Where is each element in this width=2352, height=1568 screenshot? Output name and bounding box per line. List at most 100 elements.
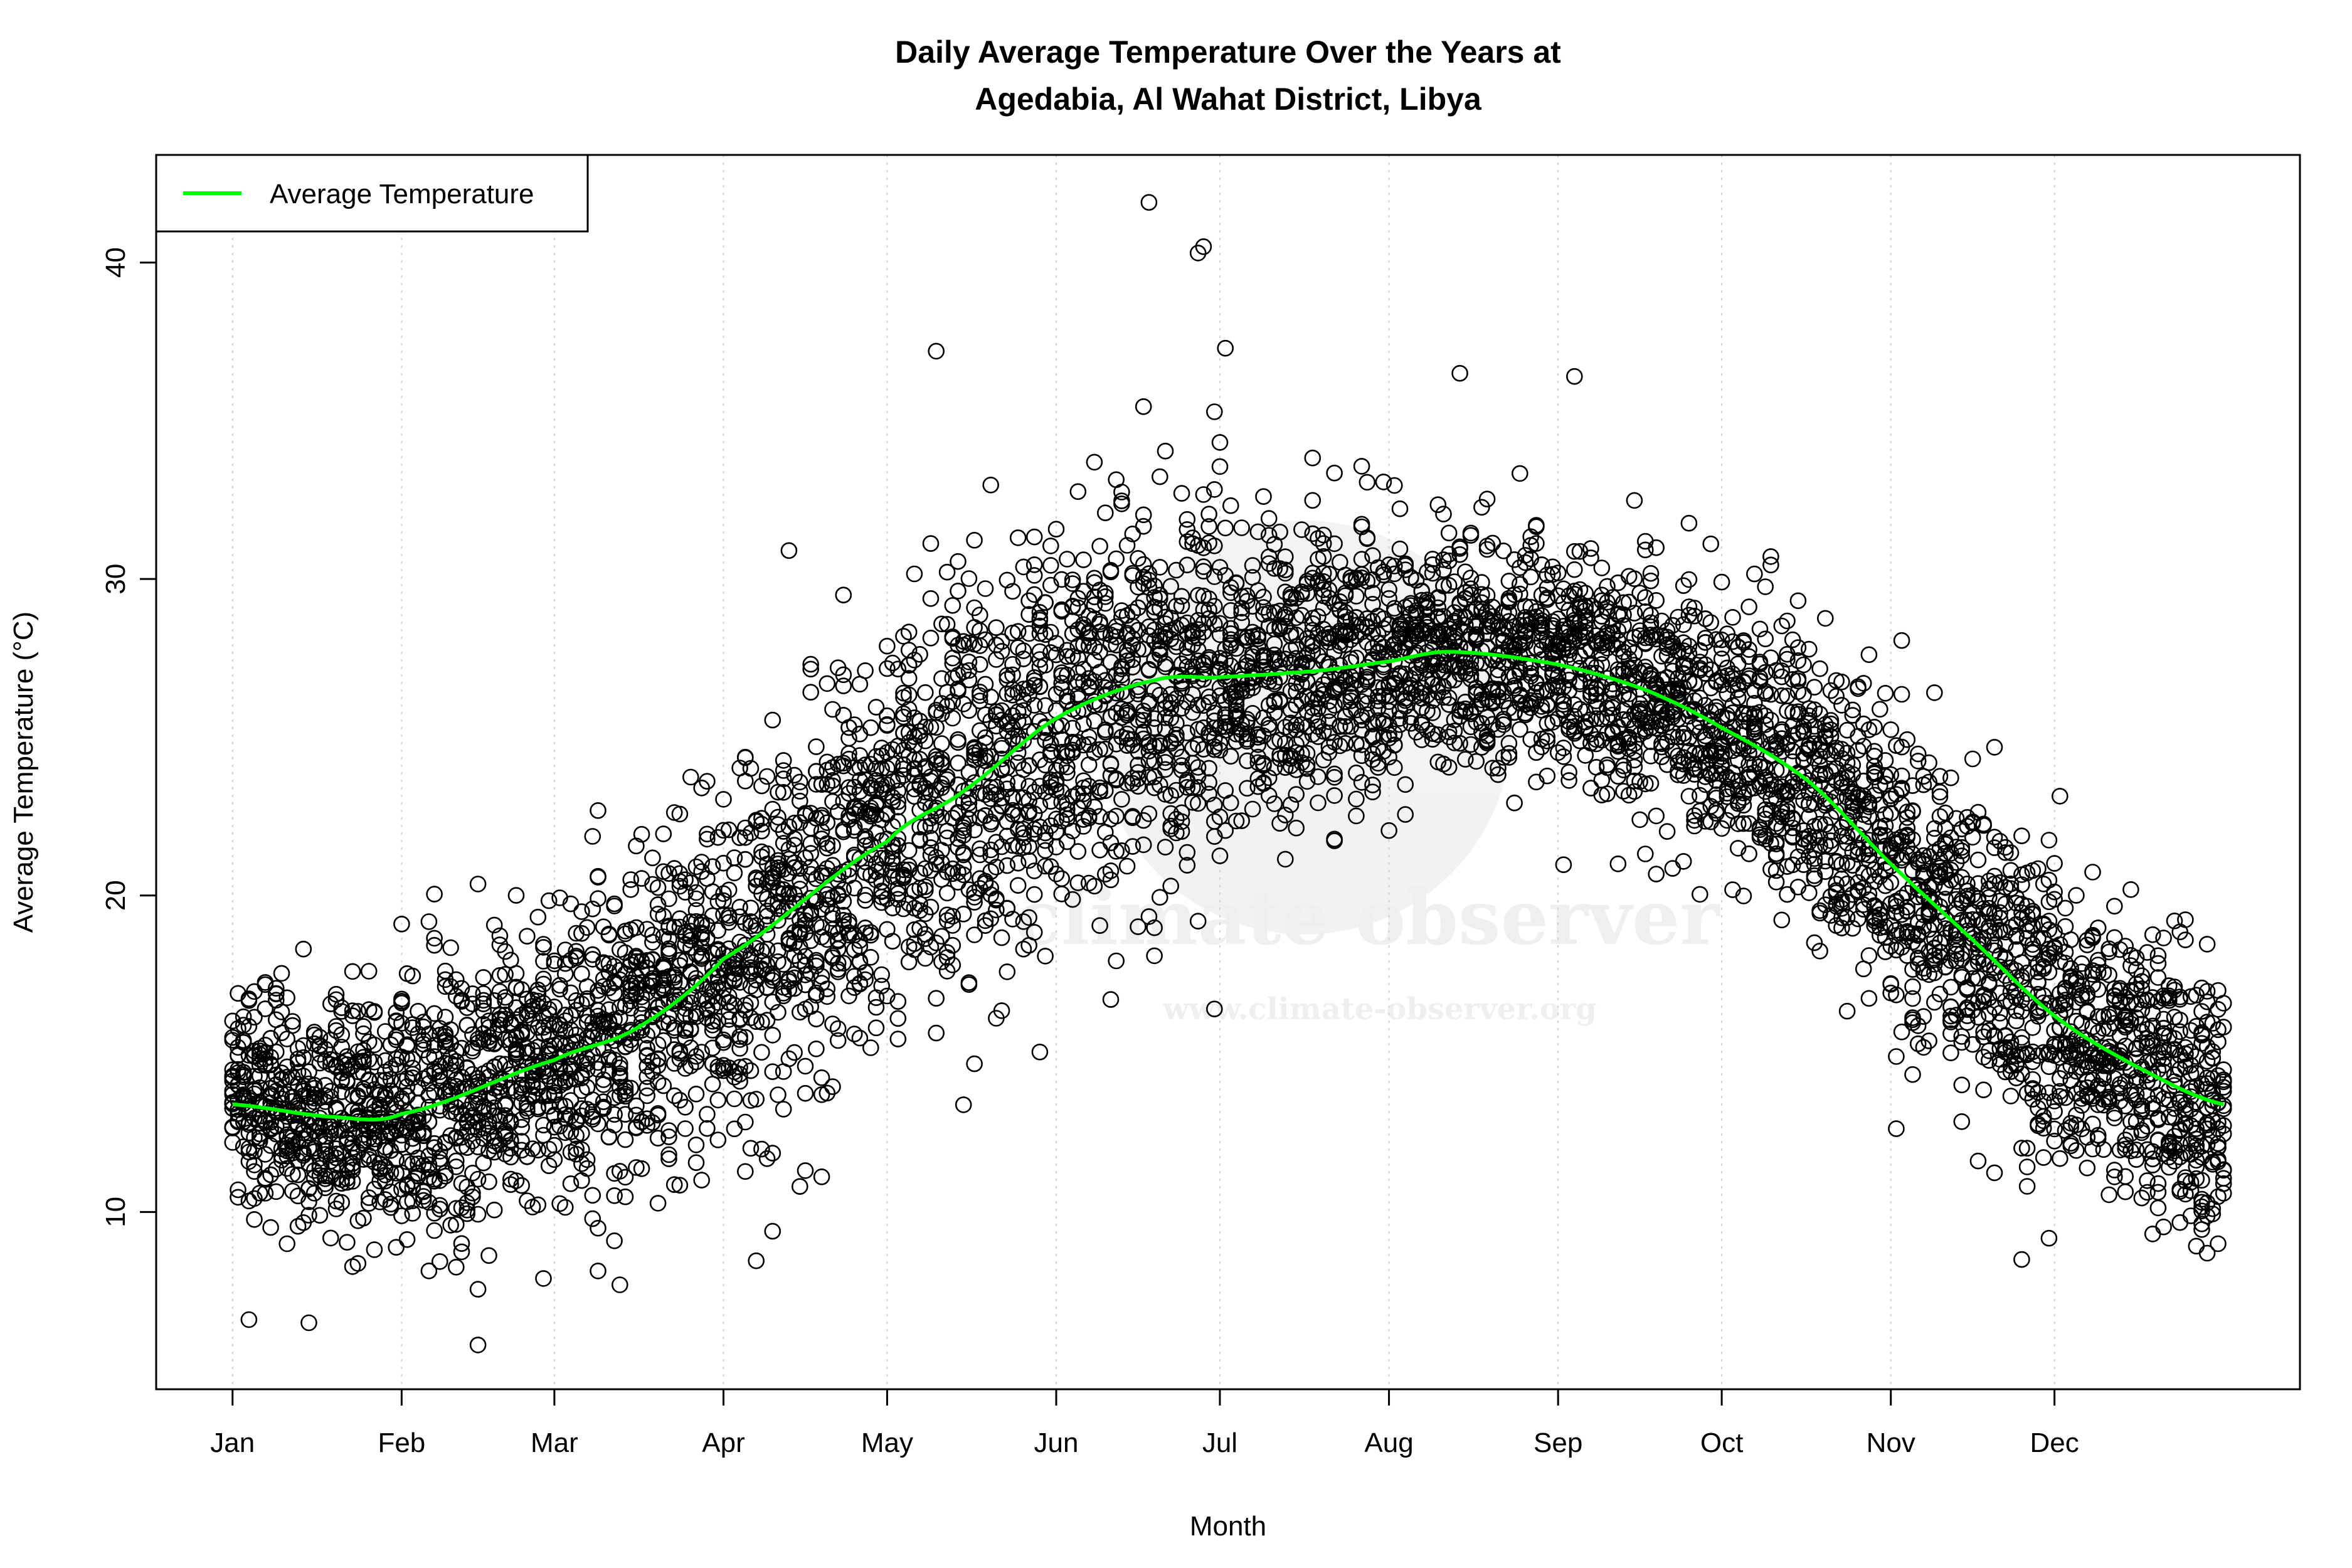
data-point xyxy=(426,930,443,947)
data-point xyxy=(431,1253,448,1270)
data-point xyxy=(671,1177,689,1194)
data-point xyxy=(1069,483,1087,501)
data-point xyxy=(502,1114,519,1131)
data-point xyxy=(464,1165,481,1182)
data-point xyxy=(1648,539,1665,556)
data-point xyxy=(1059,551,1076,568)
data-point xyxy=(447,1128,465,1146)
data-point xyxy=(665,918,683,936)
data-point xyxy=(1838,721,1856,739)
data-point xyxy=(475,992,492,1009)
data-point xyxy=(780,850,798,868)
data-point xyxy=(704,883,721,900)
data-point xyxy=(475,969,492,986)
data-point xyxy=(246,1009,263,1026)
data-point xyxy=(551,980,568,998)
data-point xyxy=(731,899,748,916)
data-point xyxy=(562,1071,580,1088)
data-point xyxy=(1097,504,1114,522)
data-point xyxy=(829,1032,847,1049)
data-point xyxy=(551,1195,568,1212)
data-point xyxy=(753,810,770,827)
data-point xyxy=(590,1115,607,1133)
data-point xyxy=(273,1064,290,1081)
data-point xyxy=(267,980,285,997)
data-point xyxy=(360,1072,378,1089)
data-point xyxy=(382,1060,400,1078)
data-point xyxy=(818,988,836,1005)
data-point xyxy=(797,1084,814,1102)
data-point xyxy=(584,1210,601,1227)
data-point xyxy=(1091,538,1108,555)
data-point xyxy=(1637,532,1654,550)
data-point xyxy=(628,1159,645,1176)
data-point xyxy=(764,1145,781,1162)
data-point xyxy=(665,1087,683,1104)
data-point xyxy=(1626,570,1643,588)
data-point xyxy=(327,1018,345,1035)
data-point xyxy=(606,1116,623,1134)
data-point xyxy=(1091,842,1108,859)
data-point xyxy=(1888,1048,1905,1065)
data-point xyxy=(398,1231,416,1248)
data-point xyxy=(824,1015,841,1032)
data-point xyxy=(578,1151,596,1168)
data-point xyxy=(977,807,994,824)
data-point xyxy=(339,1048,356,1065)
data-point xyxy=(682,874,699,891)
data-point xyxy=(824,910,841,927)
data-point xyxy=(1217,519,1234,537)
data-point xyxy=(415,1032,432,1049)
data-point xyxy=(644,977,661,995)
data-point xyxy=(295,1145,312,1162)
data-point xyxy=(551,1017,568,1034)
data-point xyxy=(628,1120,645,1136)
data-point xyxy=(835,881,852,899)
data-point xyxy=(519,1192,536,1209)
data-point xyxy=(726,1090,743,1108)
data-point xyxy=(628,919,645,936)
data-point xyxy=(660,890,677,908)
data-point xyxy=(230,1189,246,1206)
data-point xyxy=(442,1021,459,1039)
data-point xyxy=(933,735,950,752)
data-point xyxy=(1009,854,1027,872)
data-point xyxy=(540,892,558,909)
data-point xyxy=(317,1135,334,1153)
data-point xyxy=(649,879,667,896)
data-point xyxy=(753,1140,770,1158)
data-point xyxy=(562,895,580,913)
data-point xyxy=(638,1047,655,1064)
data-point xyxy=(611,1163,628,1180)
data-point xyxy=(699,992,716,1009)
data-point xyxy=(1037,842,1054,859)
data-point xyxy=(917,684,934,701)
data-point xyxy=(1069,843,1087,860)
data-point xyxy=(770,1086,787,1103)
data-point xyxy=(660,943,677,960)
data-point xyxy=(240,1018,258,1035)
data-point xyxy=(339,1061,356,1079)
data-point xyxy=(529,1196,547,1214)
data-point xyxy=(590,1219,607,1237)
data-point xyxy=(638,952,655,969)
data-point xyxy=(339,1052,356,1069)
data-point xyxy=(764,1222,781,1240)
data-point xyxy=(513,1111,531,1128)
data-point xyxy=(1833,674,1850,691)
data-point xyxy=(775,835,792,852)
data-point xyxy=(720,881,738,899)
data-point xyxy=(884,933,901,950)
data-point xyxy=(382,1195,400,1213)
data-point xyxy=(480,1247,497,1264)
data-point xyxy=(485,992,503,1009)
data-point xyxy=(1746,565,1763,583)
data-point xyxy=(742,899,760,916)
data-point xyxy=(955,1096,972,1113)
data-point xyxy=(584,1187,601,1204)
data-point xyxy=(1512,465,1528,482)
data-point xyxy=(792,783,808,800)
data-point xyxy=(284,1013,301,1030)
data-point xyxy=(1893,686,1910,703)
data-point xyxy=(246,1190,263,1207)
